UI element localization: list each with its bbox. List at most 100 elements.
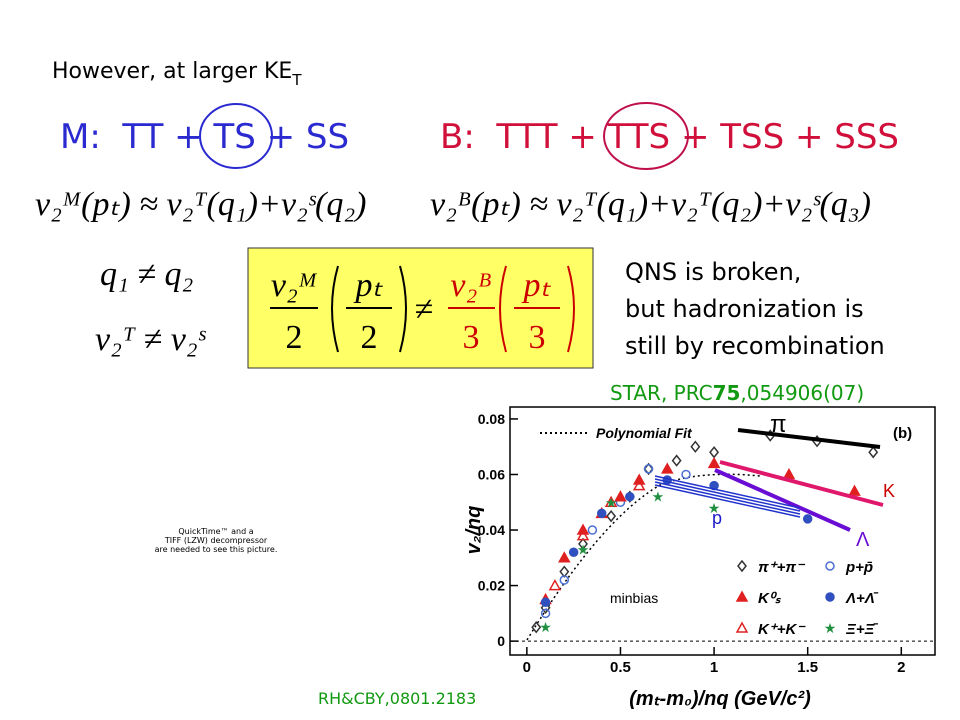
fraction-denominator: 3 (463, 319, 480, 356)
data-point (632, 479, 646, 491)
x-tick-label: 0.5 (610, 659, 631, 676)
guide-line (654, 475, 801, 509)
data-point (643, 464, 654, 474)
fraction-numerator: pₜ (353, 267, 383, 304)
data-point (625, 491, 635, 502)
curve-label: π (770, 411, 787, 438)
fraction-numerator: pₜ (521, 267, 551, 304)
citation: STAR, PRC75,054906(07) (610, 381, 864, 405)
x-tick-label: 1 (710, 659, 718, 676)
curve-label: K (883, 481, 895, 501)
data-point (671, 454, 682, 467)
x-tick-label: 1.5 (797, 659, 818, 676)
data-point (802, 514, 813, 524)
placeholder-line: TIFF (LZW) decompressor (164, 536, 268, 545)
data-point: ★ (605, 494, 618, 510)
y-tick-label: 0.02 (478, 578, 505, 594)
citation-volume: 75 (713, 381, 741, 405)
note-line: still by recombination (625, 332, 885, 360)
data-point (606, 509, 617, 523)
baryon-combos: B: TTT + TTS + TSS + SSS (440, 117, 899, 157)
fraction-denominator: 3 (529, 319, 546, 356)
data-point (540, 597, 551, 607)
guide-line (654, 478, 801, 512)
series (548, 479, 646, 591)
data-point (596, 508, 607, 519)
note-line: QNS is broken, (625, 258, 801, 286)
baryon-equation: v₂ᴮ(pₜ) ≈ v₂ᵀ(q₁)+v₂ᵀ(q₂)+v₂ˢ(q₃) (430, 186, 871, 223)
panel-label: (b) (893, 425, 912, 442)
citation-prefix: STAR, PRC (610, 381, 713, 405)
data-point (707, 456, 721, 469)
data-point (558, 551, 571, 563)
inequality: q₁ ≠ q₂ (100, 256, 193, 293)
data-point (690, 440, 701, 453)
legend-label: Ξ+Ξ̄ (845, 621, 878, 638)
x-tick-label: 2 (897, 659, 905, 676)
y-tick-label: 0 (497, 633, 505, 649)
data-point (825, 561, 835, 571)
data-point (576, 529, 590, 541)
series: ★ ★ ★ ★ ★ (539, 489, 720, 636)
data-point (604, 495, 618, 508)
data-point (548, 579, 562, 591)
data-point: ★ (539, 619, 552, 635)
data-point (735, 590, 749, 602)
data-point (587, 525, 598, 535)
y-tick-label: 0.06 (478, 466, 505, 482)
x-axis-label: (mₜ-m₀)/nq (GeV/c²) (629, 688, 811, 710)
legend-label: p+p̄ (845, 559, 873, 576)
legend-label: π⁺+π⁻ (758, 559, 806, 576)
placeholder-line: are needed to see this picture. (155, 545, 278, 554)
highlight-circle (603, 102, 689, 170)
data-point (559, 575, 570, 585)
series (540, 464, 691, 619)
box-formula: v₂ᴹ 2 pₜ 2 ≠ v₂ᴮ 3 pₜ 3 (270, 265, 575, 356)
fraction-numerator: v₂ᴹ (271, 267, 318, 304)
data-point (848, 484, 861, 496)
header: However, at larger KET (52, 59, 302, 89)
data-point (614, 490, 627, 502)
data-point: ★ (708, 500, 721, 516)
guide-line (719, 460, 884, 507)
guide-line (714, 468, 851, 532)
inequality: v₂ᵀ ≠ v₂ˢ (95, 321, 207, 358)
data-point: ★ (577, 541, 590, 557)
data-point (578, 537, 588, 551)
neq-sign: ≠ (415, 291, 434, 328)
fraction-denominator: 2 (286, 319, 303, 356)
legend-label: K⁰ₛ (758, 590, 782, 607)
y-tick-label: 0.08 (478, 411, 505, 427)
curve-label: Λ (856, 529, 870, 551)
data-point (681, 469, 691, 480)
header-subscript: T (291, 71, 302, 89)
fraction-denominator: 2 (361, 319, 378, 356)
header-text: However, at larger KE (52, 59, 292, 84)
note-line: but hadronization is (625, 295, 864, 323)
legend-label: K⁺+K⁻ (758, 621, 806, 638)
guide-line (654, 481, 801, 515)
data-point (568, 547, 579, 557)
fit-label: Polynomial Fit (596, 425, 693, 441)
guide-line (654, 484, 801, 518)
curve-label: p (712, 508, 722, 528)
highlight-circle (199, 103, 273, 169)
guide-line (737, 428, 881, 449)
meson-equation: v₂ᴹ(pₜ) ≈ v₂ᵀ(q₁)+v₂ˢ(q₂) (35, 186, 367, 223)
parenthesis (499, 265, 575, 353)
placeholder-line: QuickTime™ and a (178, 527, 253, 536)
data-point: ★ (824, 620, 837, 636)
data-point (660, 462, 674, 474)
y-tick-label: 0.04 (478, 522, 505, 538)
data-point (735, 621, 749, 633)
y-axis-label: v₂/nq (463, 506, 485, 555)
data-point (643, 462, 654, 476)
fit-curve (526, 473, 761, 641)
data-point (531, 621, 542, 634)
data-point (868, 446, 879, 459)
x-tick-label: 0 (523, 659, 531, 676)
fraction-numerator: v₂ᴮ (450, 267, 491, 304)
footer: RH&CBY,0801.2183 (318, 689, 476, 708)
annotation: minbias (610, 590, 658, 606)
